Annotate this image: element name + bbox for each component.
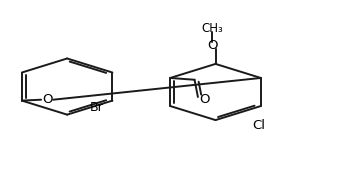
Text: O: O bbox=[207, 39, 217, 52]
Text: CH₃: CH₃ bbox=[201, 22, 223, 35]
Text: Cl: Cl bbox=[253, 119, 266, 132]
Text: O: O bbox=[200, 93, 210, 106]
Text: O: O bbox=[42, 93, 52, 106]
Text: Br: Br bbox=[90, 101, 104, 114]
